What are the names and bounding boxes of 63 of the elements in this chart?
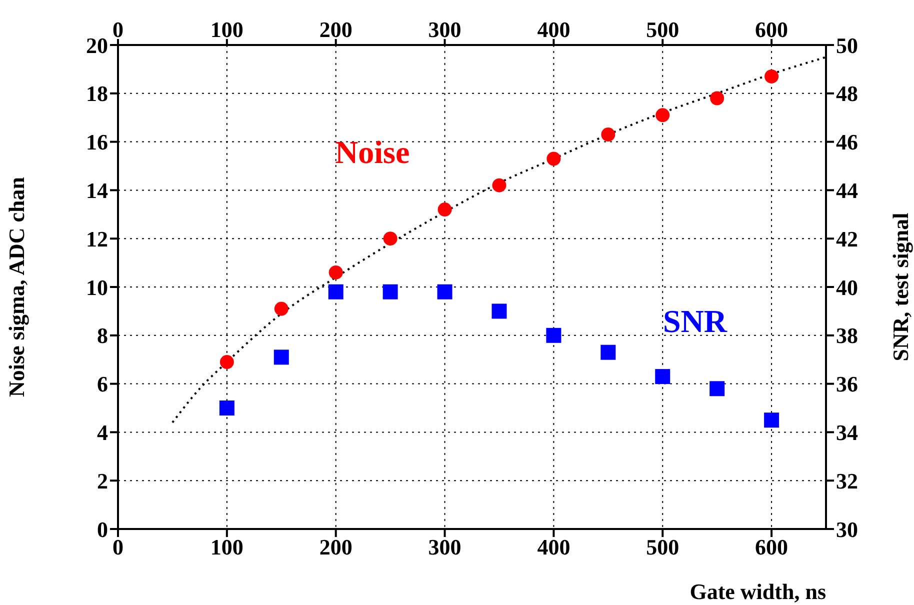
x2-tick-label: 500 [646, 534, 680, 560]
x2-tick-label: 200 [319, 534, 352, 560]
point [600, 344, 616, 360]
x2-tick-label: 300 [428, 534, 462, 560]
x-tick-label: 400 [537, 17, 570, 42]
point [383, 232, 398, 246]
x-tick-label: 500 [646, 17, 680, 42]
series-label: SNR [663, 303, 728, 339]
y-tick-label: 8 [97, 323, 108, 348]
x-tick-label: 100 [210, 17, 244, 42]
x2-tick-label: 0 [112, 534, 124, 560]
point [764, 412, 780, 428]
y2-tick-label: 46 [836, 130, 858, 155]
point [220, 355, 234, 370]
x-tick-label: 200 [319, 17, 352, 42]
x2-tick-label: 400 [537, 534, 570, 560]
point [546, 152, 561, 166]
y2-tick-label: 50 [836, 32, 858, 58]
y-tick-label: 10 [86, 274, 108, 300]
y-tick-label: 20 [86, 32, 108, 58]
point [382, 284, 398, 300]
point [328, 265, 343, 280]
point [492, 304, 507, 319]
y2-tick-label: 44 [836, 178, 858, 204]
y-tick-label: 2 [97, 468, 108, 494]
point [546, 328, 562, 343]
point [710, 381, 725, 396]
y2-tick-label: 30 [836, 516, 858, 542]
y2-tick-label: 36 [836, 372, 858, 397]
y2-axis-title: SNR, test signal [888, 212, 913, 362]
y-tick-label: 18 [86, 81, 108, 106]
y2-tick-label: 32 [836, 468, 858, 494]
x-tick-label: 0 [112, 17, 124, 42]
point [764, 69, 779, 84]
x2-tick-label: 600 [755, 534, 788, 560]
point [601, 128, 616, 142]
x-axis-title: Gate width, ns [690, 579, 826, 604]
y2-tick-label: 40 [836, 274, 858, 300]
point [655, 369, 670, 384]
y2-tick-label: 48 [836, 81, 858, 106]
y-tick-label: 4 [97, 420, 108, 446]
y-axis-title: Noise sigma, ADC chan [4, 176, 29, 398]
y2-tick-label: 42 [836, 226, 858, 252]
x2-tick-label: 100 [210, 534, 244, 560]
point [438, 202, 452, 217]
y-tick-label: 14 [86, 178, 108, 204]
y2-tick-label: 34 [836, 420, 858, 446]
point [328, 284, 344, 300]
series-label: Noise [335, 134, 410, 170]
y-tick-label: 16 [86, 130, 108, 155]
x-tick-label: 600 [755, 17, 788, 42]
point [274, 350, 289, 365]
y-tick-label: 6 [97, 372, 108, 397]
point [219, 400, 234, 416]
point [274, 302, 288, 316]
point [656, 108, 670, 122]
point [710, 91, 724, 106]
x-tick-label: 300 [428, 17, 462, 42]
y-tick-label: 0 [97, 516, 108, 542]
point [492, 178, 506, 192]
y2-tick-label: 38 [836, 323, 858, 348]
point [437, 284, 452, 300]
y-tick-label: 12 [86, 226, 108, 252]
